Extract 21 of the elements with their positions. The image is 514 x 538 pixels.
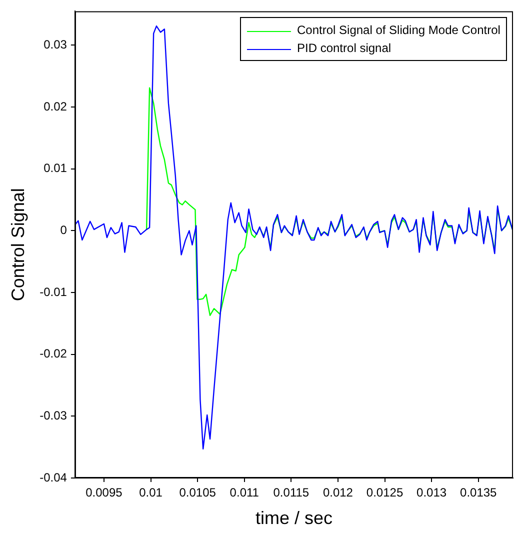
y-tick-label: 0 [60,223,68,237]
x-tick-label: 0.012 [322,486,354,500]
y-tick-label: -0.04 [40,470,68,484]
y-tick-label: -0.02 [40,346,68,361]
x-tick-label: 0.01 [139,486,163,500]
legend-label: Control Signal of Sliding Mode Control [297,23,500,38]
x-tick-label: 0.013 [416,486,447,500]
y-tick-label: 0.02 [44,99,68,114]
legend-label: PID control signal [297,41,392,56]
y-tick-label: 0.01 [44,161,68,176]
y-tick-label: 0.03 [44,38,68,52]
x-axis-title: time / sec [255,508,332,528]
y-tick-label: -0.01 [40,284,68,299]
y-axis-title: Control Signal [8,188,28,302]
x-tick-label: 0.0105 [179,486,216,500]
y-tick-label: -0.03 [40,408,68,422]
x-tick-label: 0.0095 [86,486,123,500]
x-tick-label: 0.0125 [366,486,404,500]
x-tick-label: 0.0115 [273,486,310,500]
x-tick-label: 0.011 [230,486,260,500]
x-tick-label: 0.0135 [460,486,498,500]
